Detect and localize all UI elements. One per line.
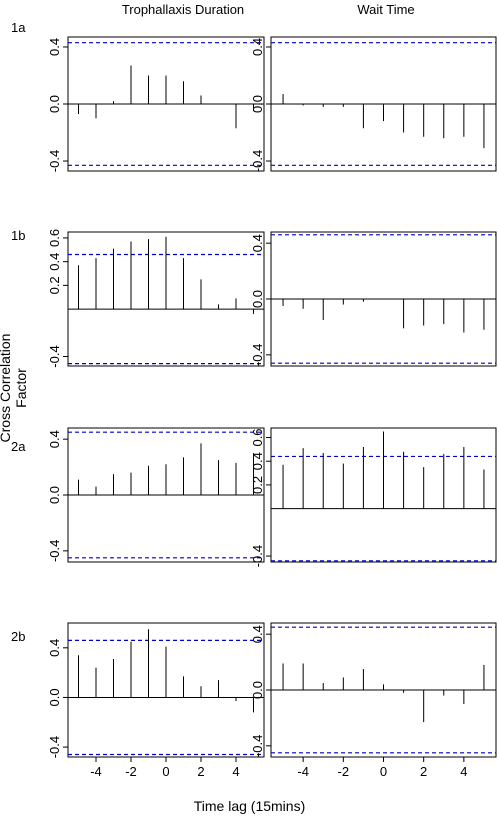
panel-6-ytick-label-3: 0.6 (250, 428, 265, 446)
panel-8-xtick-label-4: 4 (460, 764, 467, 779)
panel-3-ytick-label-1: 0.2 (47, 276, 62, 294)
panel-7-xtick-label-3: 2 (197, 764, 204, 779)
panel-8-ytick-label-1: 0.0 (250, 681, 265, 699)
panel-6-ytick-label-0: -0.4 (250, 545, 265, 567)
panel-1-ytick-label-0: -0.4 (47, 150, 62, 172)
panel-3-ytick-label-3: 0.6 (47, 229, 62, 247)
column-title-wait-time: Wait Time (357, 2, 415, 17)
panel-8-xtick-label-2: 0 (380, 764, 387, 779)
panel-7-ytick-label-2: 0.4 (47, 639, 62, 657)
panel-8-ytick-label-2: 0.4 (250, 625, 265, 643)
panel-6-ytick-label-2: 0.4 (250, 452, 265, 470)
panel-5-ytick-label-1: 0.0 (47, 486, 62, 504)
panel-8-xtick-label-3: 2 (420, 764, 427, 779)
panel-4-ytick-label-1: 0.0 (250, 290, 265, 308)
panel-5-ytick-label-2: 0.4 (47, 430, 62, 448)
panel-4-ytick-label-2: 0.4 (250, 234, 265, 252)
panel-7-ytick-label-0: -0.4 (47, 736, 62, 758)
y-axis-label: Cross Correlation Factor (0, 333, 29, 443)
panel-7-xtick-label-2: 0 (162, 764, 169, 779)
panel-2-ytick-label-0: -0.4 (250, 150, 265, 172)
row-label-2a: 2a (11, 439, 26, 454)
column-title-trophallaxis: Trophallaxis Duration (121, 2, 245, 17)
panel-5-ytick-label-0: -0.4 (47, 540, 62, 562)
x-axis-label: Time lag (15mins) (193, 798, 306, 814)
panel-2-ytick-label-2: 0.4 (250, 38, 265, 56)
panel-3-frame (67, 231, 265, 367)
panel-7-xtick-label-1: -2 (125, 764, 137, 779)
panel-1-ytick-label-2: 0.4 (47, 38, 62, 56)
panel-4-ytick-label-0: -0.4 (250, 344, 265, 366)
panel-7-ytick-label-1: 0.0 (47, 688, 62, 706)
panel-8-xtick-label-1: -2 (338, 764, 350, 779)
panel-7-xtick-label-4: 4 (232, 764, 239, 779)
panel-8-ytick-label-0: -0.4 (250, 735, 265, 757)
panel-1-ytick-label-1: 0.0 (47, 95, 62, 113)
panel-8-xtick-label-0: -4 (297, 764, 309, 779)
panel-7-xtick-label-0: -4 (90, 764, 102, 779)
panel-6-frame (270, 427, 497, 563)
row-label-2b: 2b (11, 629, 26, 644)
row-label-1b: 1b (11, 228, 26, 243)
panel-2-ytick-label-1: 0.0 (250, 95, 265, 113)
panel-3-ytick-label-2: 0.4 (47, 253, 62, 271)
row-label-1a: 1a (11, 20, 26, 35)
panel-3-ytick-label-0: -0.4 (47, 345, 62, 367)
panel-6-ytick-label-1: 0.2 (250, 476, 265, 494)
